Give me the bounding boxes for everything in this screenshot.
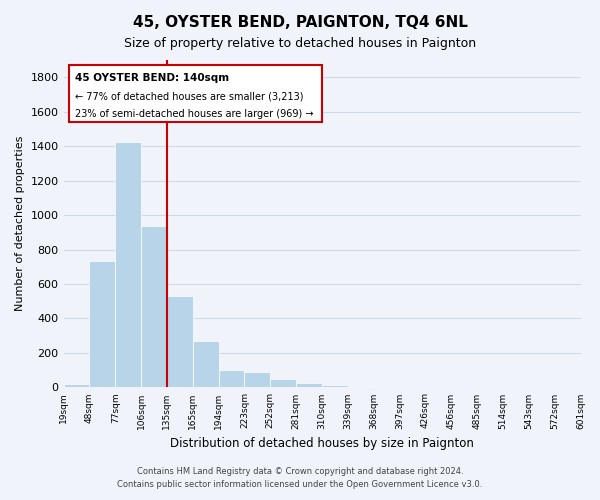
Bar xyxy=(296,382,322,388)
Y-axis label: Number of detached properties: Number of detached properties xyxy=(15,136,25,312)
Bar xyxy=(115,142,141,388)
Text: 45 OYSTER BEND: 140sqm: 45 OYSTER BEND: 140sqm xyxy=(75,73,229,83)
X-axis label: Distribution of detached houses by size in Paignton: Distribution of detached houses by size … xyxy=(170,437,474,450)
Bar xyxy=(244,372,271,388)
Bar xyxy=(348,386,374,388)
Text: 45, OYSTER BEND, PAIGNTON, TQ4 6NL: 45, OYSTER BEND, PAIGNTON, TQ4 6NL xyxy=(133,15,467,30)
Bar xyxy=(271,379,296,388)
Bar xyxy=(193,341,218,388)
Bar xyxy=(141,226,167,388)
Text: Contains HM Land Registry data © Crown copyright and database right 2024.
Contai: Contains HM Land Registry data © Crown c… xyxy=(118,467,482,489)
Text: ← 77% of detached houses are smaller (3,213): ← 77% of detached houses are smaller (3,… xyxy=(75,91,304,101)
Bar xyxy=(218,370,244,388)
Bar xyxy=(69,65,322,122)
Bar xyxy=(89,261,115,388)
Bar xyxy=(374,387,400,388)
Text: Size of property relative to detached houses in Paignton: Size of property relative to detached ho… xyxy=(124,38,476,51)
Text: 23% of semi-detached houses are larger (969) →: 23% of semi-detached houses are larger (… xyxy=(75,109,314,119)
Bar xyxy=(322,385,348,388)
Bar xyxy=(167,296,193,388)
Bar xyxy=(64,384,89,388)
